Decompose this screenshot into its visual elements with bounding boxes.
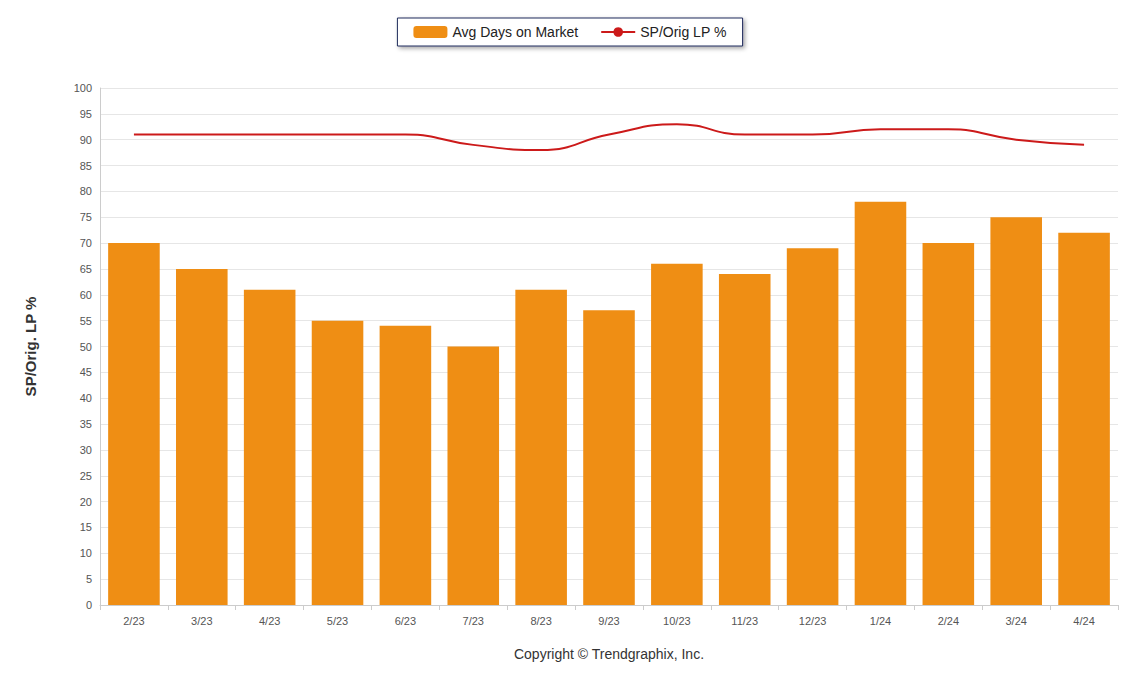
svg-text:4/23: 4/23 — [259, 615, 280, 627]
svg-text:30: 30 — [80, 444, 92, 456]
svg-text:8/23: 8/23 — [530, 615, 551, 627]
svg-text:6/23: 6/23 — [395, 615, 416, 627]
svg-text:40: 40 — [80, 392, 92, 404]
svg-text:10: 10 — [80, 547, 92, 559]
svg-text:95: 95 — [80, 108, 92, 120]
svg-text:9/23: 9/23 — [598, 615, 619, 627]
svg-text:15: 15 — [80, 521, 92, 533]
svg-text:0: 0 — [86, 599, 92, 611]
svg-text:10/23: 10/23 — [663, 615, 691, 627]
svg-text:Avg Days on Market: Avg Days on Market — [452, 24, 578, 40]
svg-text:70: 70 — [80, 237, 92, 249]
svg-text:Copyright © Trendgraphix, Inc.: Copyright © Trendgraphix, Inc. — [514, 646, 704, 662]
svg-text:5: 5 — [86, 573, 92, 585]
svg-text:55: 55 — [80, 315, 92, 327]
svg-text:SP/Orig. LP %: SP/Orig. LP % — [22, 297, 39, 397]
svg-text:2/23: 2/23 — [123, 615, 144, 627]
svg-text:65: 65 — [80, 263, 92, 275]
svg-text:2/24: 2/24 — [938, 615, 959, 627]
svg-text:35: 35 — [80, 418, 92, 430]
svg-text:5/23: 5/23 — [327, 615, 348, 627]
svg-text:12/23: 12/23 — [799, 615, 827, 627]
svg-text:60: 60 — [80, 289, 92, 301]
svg-text:SP/Orig LP %: SP/Orig LP % — [640, 24, 726, 40]
svg-text:50: 50 — [80, 341, 92, 353]
svg-text:7/23: 7/23 — [463, 615, 484, 627]
svg-text:25: 25 — [80, 470, 92, 482]
svg-text:20: 20 — [80, 496, 92, 508]
svg-text:100: 100 — [74, 82, 92, 94]
svg-text:80: 80 — [80, 185, 92, 197]
svg-text:1/24: 1/24 — [870, 615, 891, 627]
svg-text:45: 45 — [80, 366, 92, 378]
svg-text:75: 75 — [80, 211, 92, 223]
svg-text:85: 85 — [80, 160, 92, 172]
svg-text:3/24: 3/24 — [1005, 615, 1026, 627]
svg-text:90: 90 — [80, 134, 92, 146]
svg-text:3/23: 3/23 — [191, 615, 212, 627]
svg-text:11/23: 11/23 — [731, 615, 758, 627]
svg-text:4/24: 4/24 — [1073, 615, 1094, 627]
